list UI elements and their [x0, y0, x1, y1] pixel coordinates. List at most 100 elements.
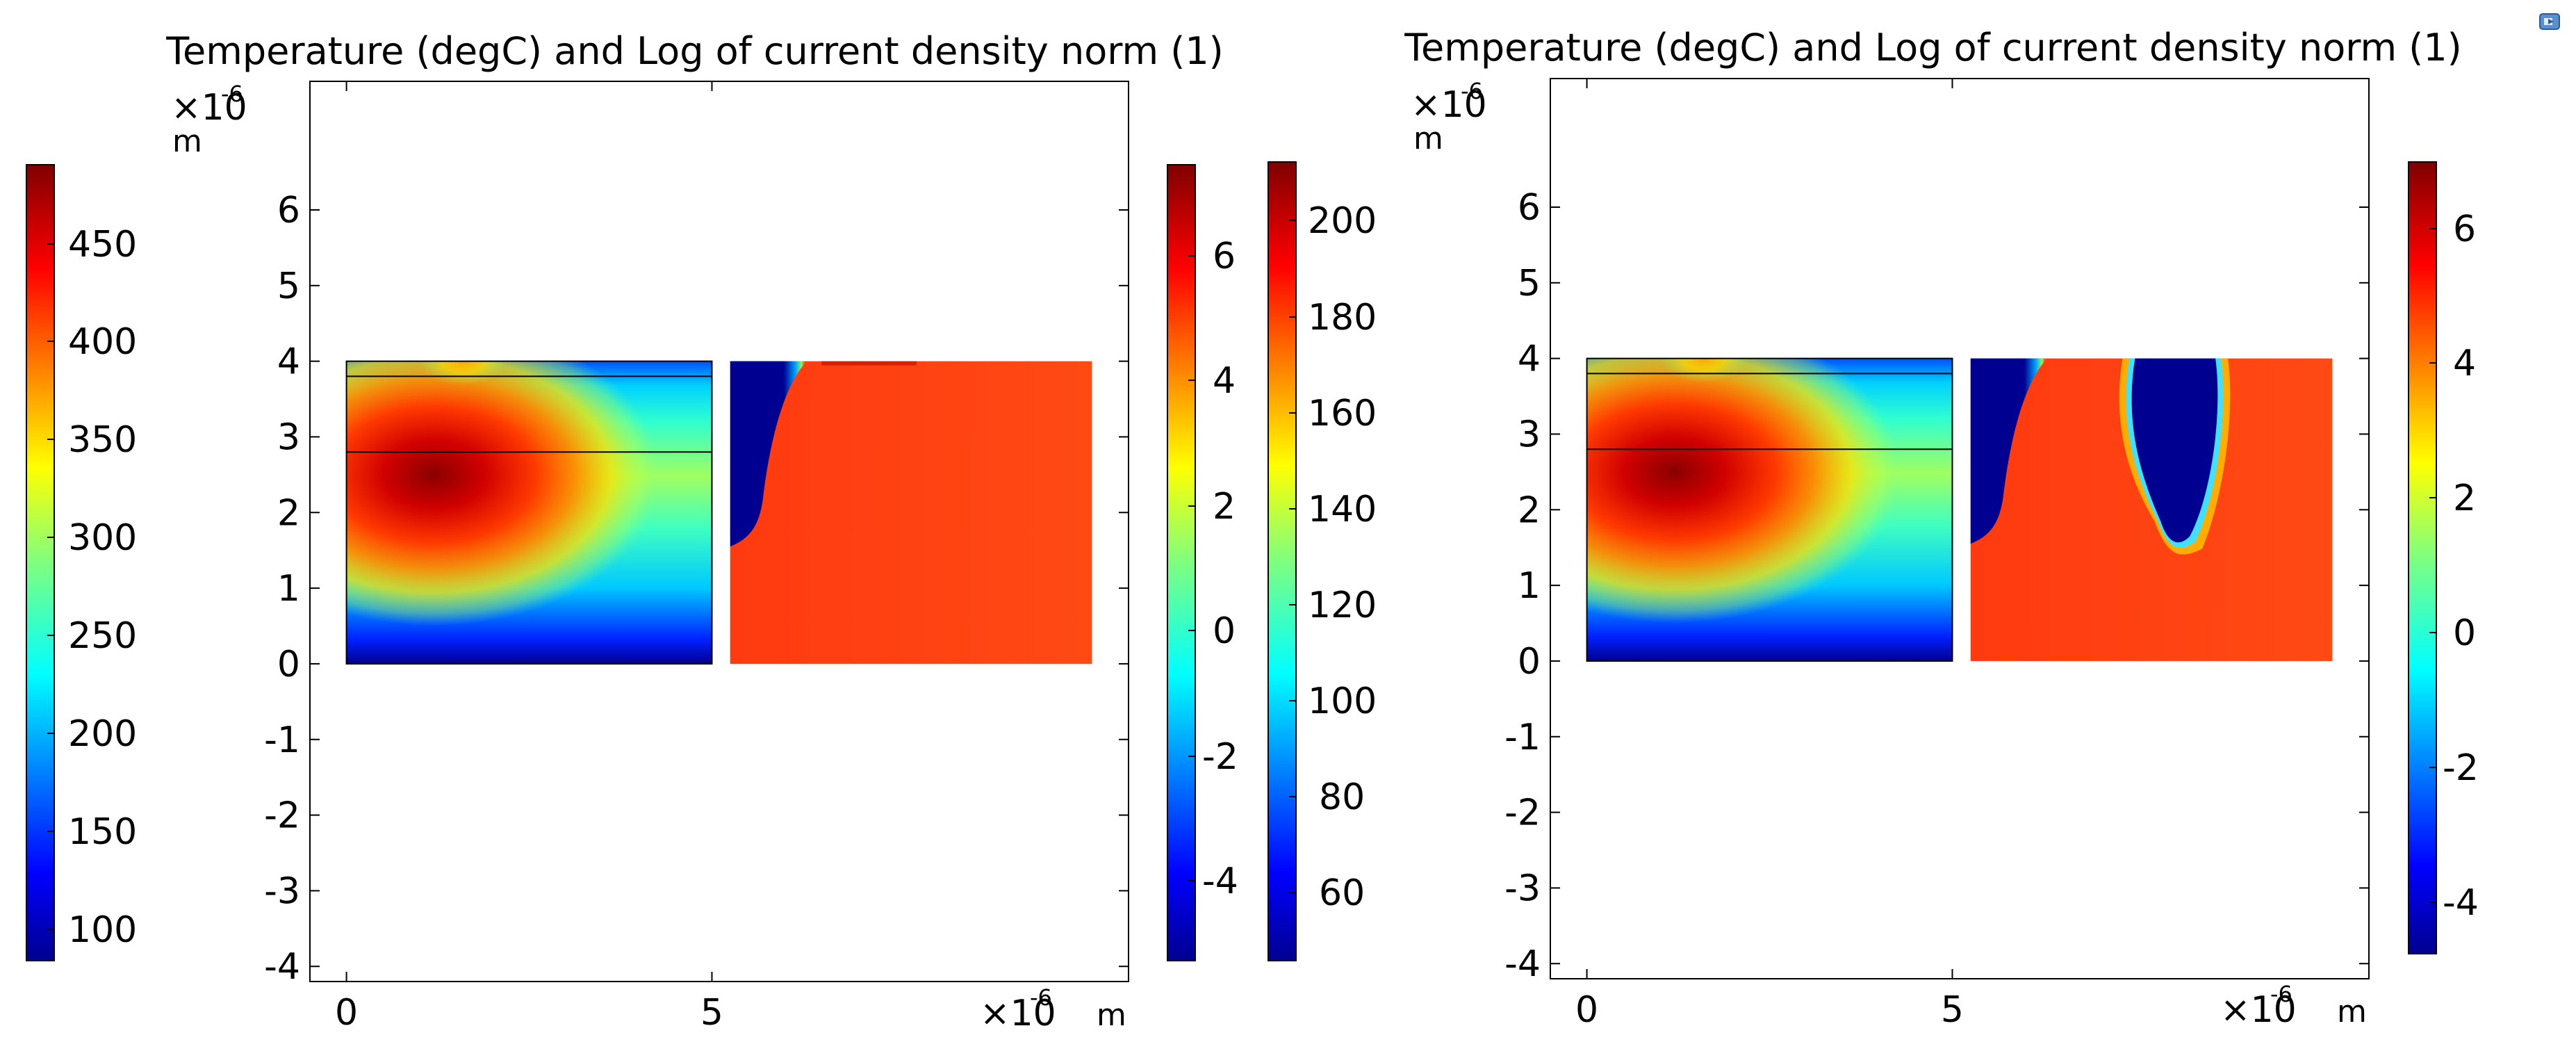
colorbar-tick: 250	[68, 615, 137, 657]
right-y-tick-marks	[1550, 79, 2369, 979]
left-temperature-colorbar: 450 400 350 300 250 200 150 100	[26, 164, 137, 961]
left-temperature-border	[345, 360, 713, 665]
left-y-tick: -1	[264, 719, 300, 761]
right-y-tick: -2	[1504, 792, 1541, 834]
left-x-tick: 5	[700, 992, 723, 1034]
right-y-tick: 4	[1518, 339, 1541, 380]
right-temperature-border	[1586, 357, 1953, 662]
colorbar-tick: 4	[2453, 343, 2476, 384]
left-x-tick: 0	[335, 992, 358, 1034]
colorbar-tick: 400	[68, 321, 137, 363]
colorbar-tick: 0	[1213, 610, 1236, 652]
right-hotspot	[1586, 358, 1901, 624]
colorbar-temperature-left	[26, 164, 55, 961]
left-x-scale-exponent: -6	[1030, 984, 1052, 1011]
right-y-tick: -1	[1504, 717, 1541, 758]
left-top-hotspot	[419, 361, 507, 386]
right-plot: Temperature (degC) and Log of current de…	[1404, 26, 2462, 1031]
left-y-tick: 6	[277, 190, 300, 231]
left-x-scale-base: ×10	[980, 993, 1056, 1034]
colorbar-tick: 450	[68, 224, 137, 266]
left-current-top-strip	[821, 361, 917, 366]
colorbar-tick: -4	[2443, 882, 2479, 924]
right-axes-frame	[1550, 78, 2370, 979]
colorbar-tick: 80	[1319, 776, 1365, 818]
left-y-scale-base: ×10	[171, 87, 247, 129]
colorbar-tick: 200	[68, 713, 137, 755]
left-y-tick: -3	[264, 870, 300, 912]
colorbar-tick: 300	[68, 517, 137, 559]
left-axes-frame	[309, 81, 1129, 982]
left-x-scale-label: ×10 -6 m	[980, 984, 1126, 1034]
left-y-unit: m	[172, 124, 202, 159]
left-plot: Temperature (degC) and Log of current de…	[165, 29, 1224, 1034]
right-log-current-colorbar: 6 4 2 0 -2 -4	[2408, 161, 2479, 954]
right-y-tick: 2	[1518, 489, 1541, 531]
right-temperature-field	[1586, 357, 1953, 662]
colorbar-tick: 140	[1308, 489, 1377, 530]
right-x-tick: 5	[1941, 989, 1964, 1031]
right-y-unit: m	[1413, 121, 1443, 156]
left-current-region	[730, 361, 1092, 664]
colorbar-tick: 2	[1213, 486, 1236, 528]
middle-temperature-colorbar: 200 180 160 140 120 100 80 60	[1268, 161, 1377, 961]
left-x-unit: m	[1097, 998, 1126, 1033]
right-y-scale-base: ×10	[1411, 84, 1487, 126]
right-axis-scale-label: ×10 -6 m	[1411, 78, 1487, 156]
colorbar-tick: 100	[1308, 681, 1377, 722]
right-x-unit: m	[2337, 994, 2367, 1029]
right-x-tick: 0	[1575, 989, 1598, 1031]
right-y-tick: -4	[1504, 943, 1541, 985]
colorbar-temperature-middle	[1268, 161, 1297, 961]
left-y-tick: 2	[277, 492, 300, 534]
right-y-tick: 5	[1518, 263, 1541, 304]
right-y-scale-exponent: -6	[1461, 78, 1483, 104]
right-current-field	[1970, 358, 2333, 661]
left-hotspot	[346, 361, 661, 626]
colorbar-tick: 150	[68, 811, 137, 853]
right-y-tick: 1	[1518, 565, 1541, 607]
colorbar-current-middle	[1167, 164, 1196, 961]
middle-log-current-colorbar: 6 4 2 0 -2 -4	[1167, 164, 1238, 961]
right-y-tick: 3	[1518, 414, 1541, 455]
left-y-tick: 5	[277, 266, 300, 307]
colorbar-tick: 0	[2453, 612, 2476, 654]
colorbar-tick: 4	[1213, 360, 1236, 402]
left-y-tick-marks	[310, 81, 1129, 982]
colorbar-tick: 60	[1319, 872, 1365, 914]
left-plot-title: Temperature (degC) and Log of current de…	[165, 29, 1224, 73]
left-y-tick: -4	[264, 946, 300, 988]
left-current-low-band	[730, 361, 807, 547]
right-plot-title: Temperature (degC) and Log of current de…	[1404, 26, 2462, 70]
colorbar-tick: 160	[1308, 393, 1377, 434]
right-x-scale-label: ×10 -6 m	[2220, 981, 2367, 1031]
left-y-tick: -2	[264, 795, 300, 837]
left-y-tick: 3	[277, 416, 300, 458]
colorbar-tick: 100	[68, 909, 137, 951]
colorbar-tick: 180	[1308, 297, 1377, 339]
colorbar-tick: 350	[68, 419, 137, 461]
colorbar-tick: -4	[1202, 861, 1238, 902]
colorbar-tick: -2	[2443, 747, 2479, 789]
left-axis-scale-label: ×10 -6 m	[171, 81, 247, 159]
right-y-tick: 6	[1518, 187, 1541, 229]
colorbar-tick: 200	[1308, 200, 1377, 242]
colorbar-tick: 120	[1308, 585, 1377, 626]
colorbar-tick: 6	[2453, 209, 2476, 250]
left-y-tick: 4	[277, 341, 300, 383]
colorbar-current-right	[2408, 161, 2437, 954]
right-current-low-pocket	[2131, 358, 2218, 543]
left-y-tick: 1	[277, 568, 300, 610]
right-current-low-band	[1970, 358, 2048, 544]
right-top-hotspot	[1659, 358, 1748, 383]
colorbar-tick: 2	[2453, 478, 2476, 519]
left-current-field	[730, 361, 1092, 664]
window-restore-icon[interactable]	[2539, 13, 2560, 30]
left-temperature-field	[345, 360, 713, 665]
left-y-ticks: 6 5 4 3 2 1 0 -1 -2 -3 -4	[264, 190, 300, 988]
colorbar-tick: -2	[1202, 736, 1238, 778]
right-y-tick: -3	[1504, 868, 1541, 909]
colorbar-tick: 6	[1213, 236, 1236, 277]
right-x-scale-exponent: -6	[2270, 981, 2292, 1007]
